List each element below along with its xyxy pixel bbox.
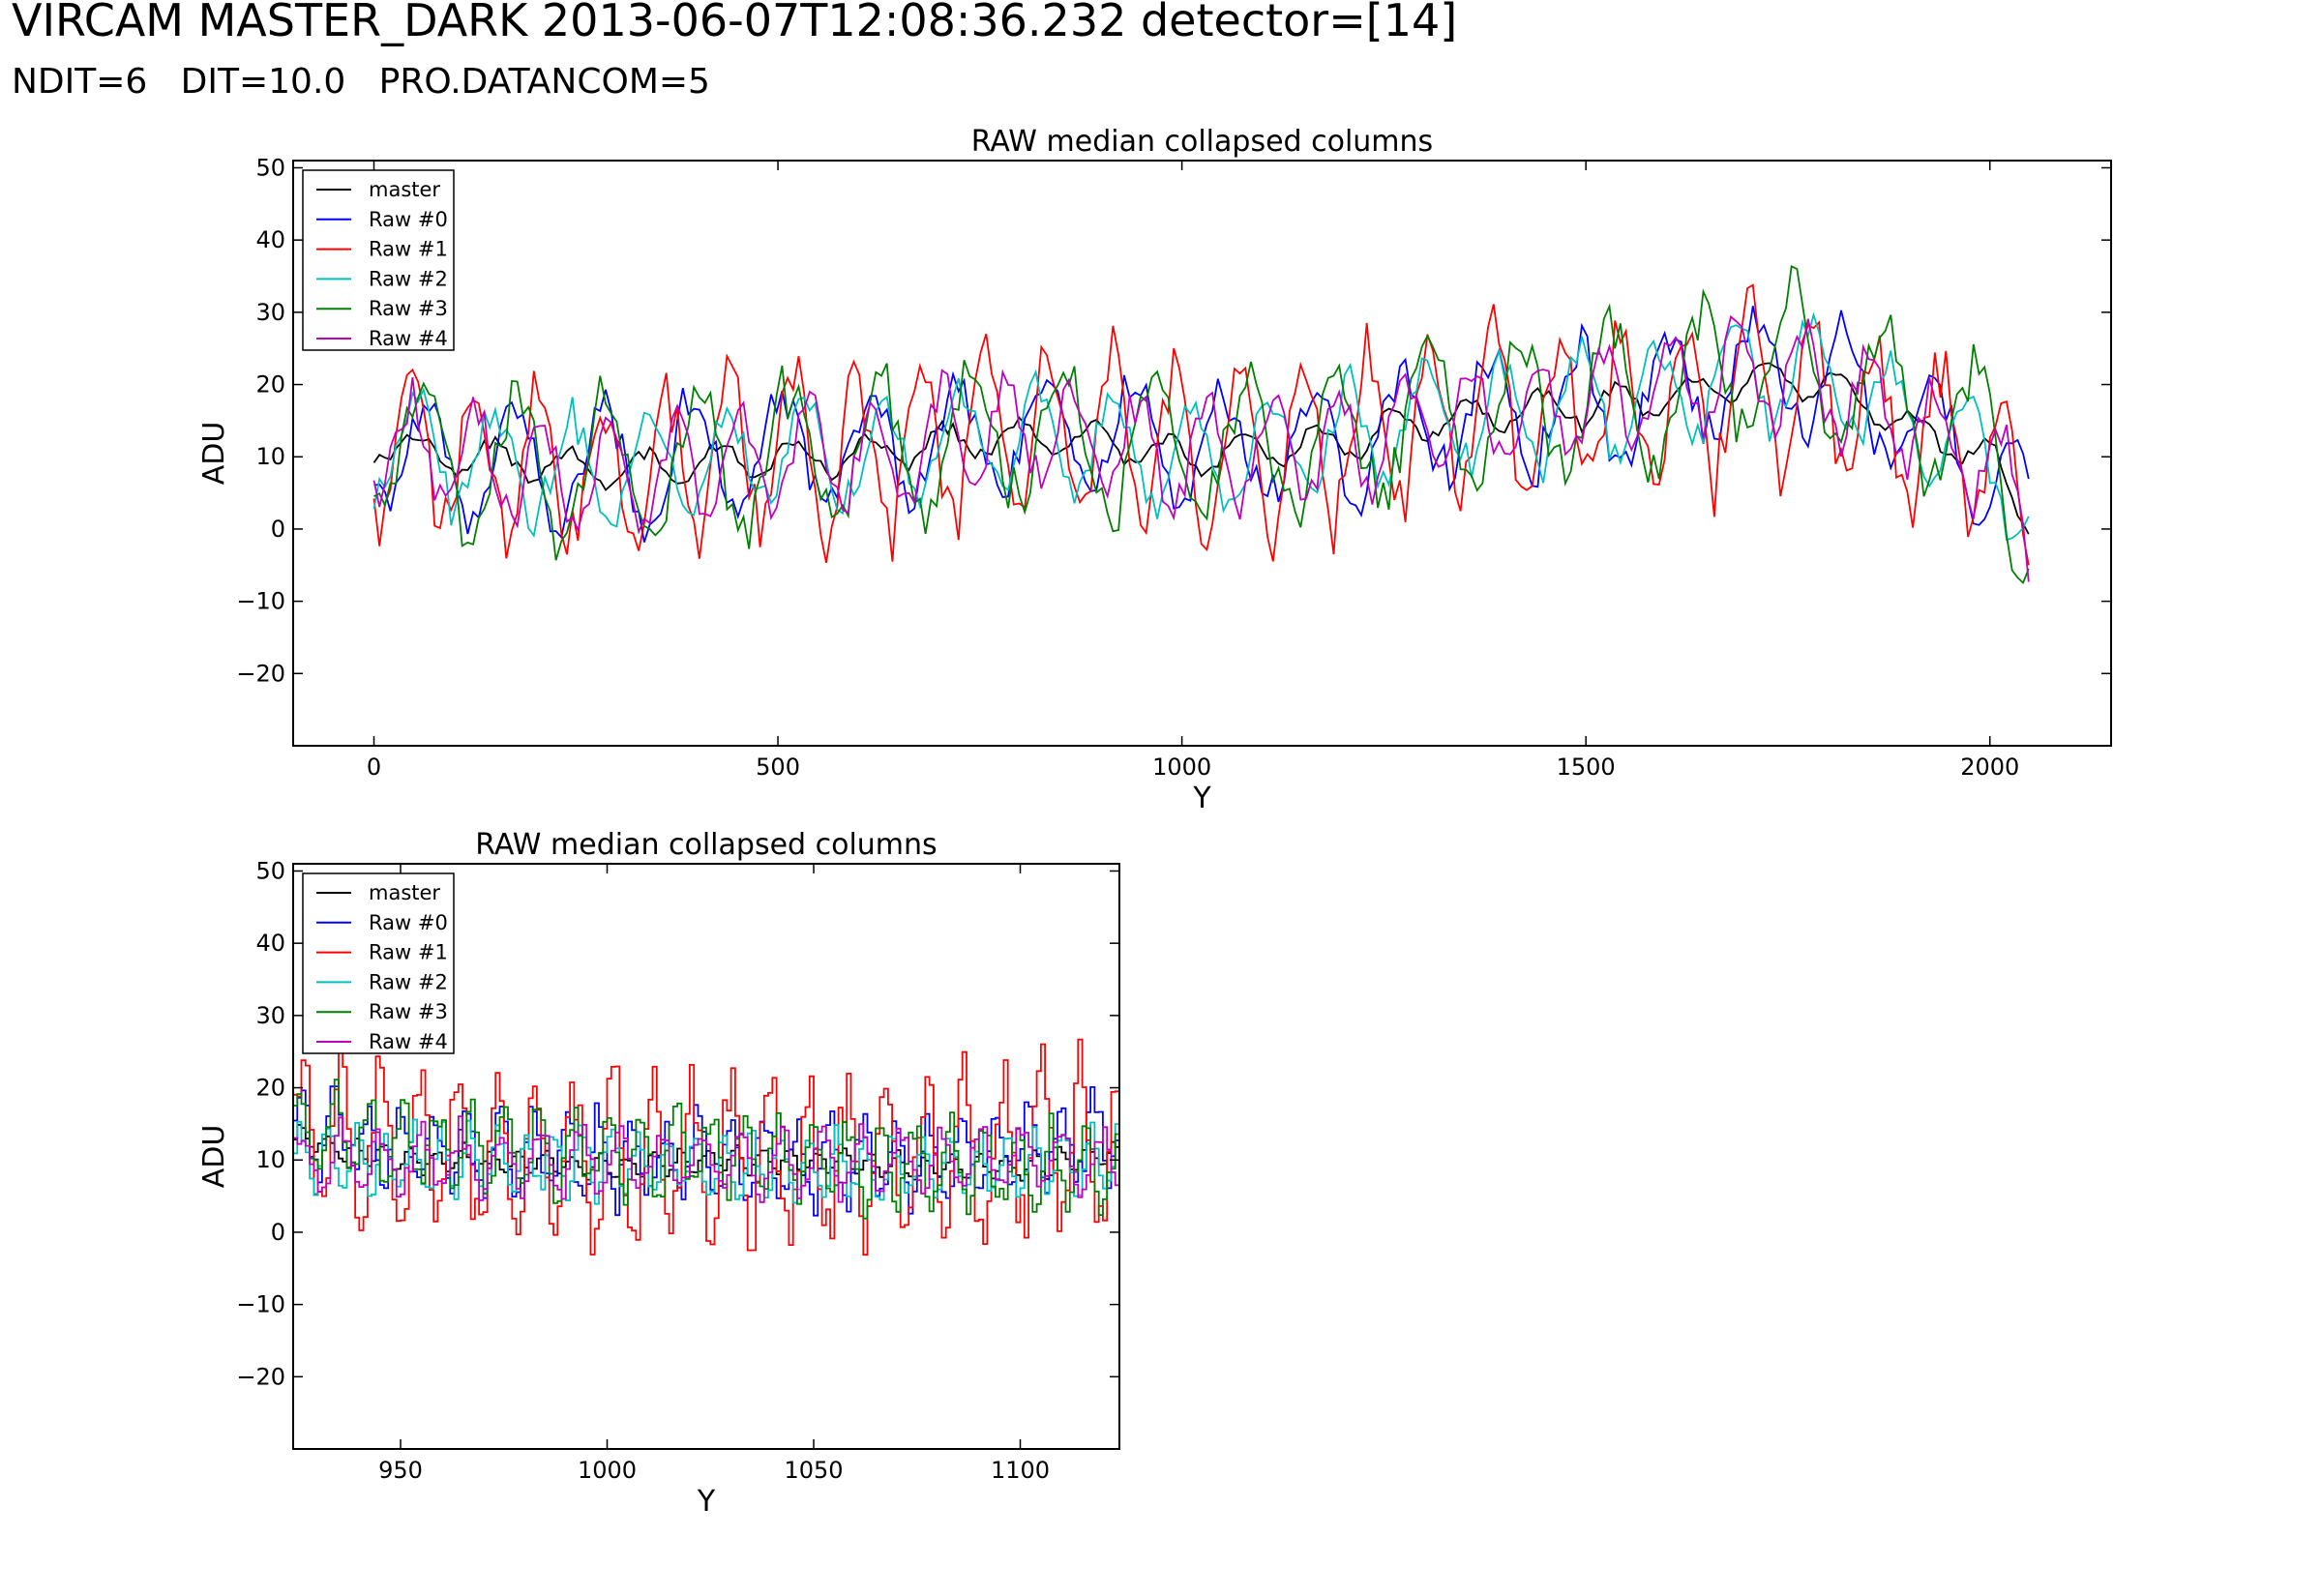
series-line-raw-0: [373, 306, 2030, 543]
series-line-raw-4: [293, 1115, 1119, 1203]
y-tick-label: 0: [271, 1219, 285, 1246]
x-tick-label: 500: [756, 754, 800, 781]
plot-area: [372, 264, 2030, 585]
page-subtitle: NDIT=6 DIT=10.0 PRO.DATANCOM=5: [12, 62, 710, 102]
y-tick-label: −10: [236, 1291, 285, 1318]
series-line-raw-4: [372, 314, 2030, 582]
legend-box: [302, 872, 455, 1054]
axes-frame: [292, 863, 1120, 1450]
series-line-raw-1: [372, 283, 2030, 566]
y-tick-label: −20: [236, 660, 285, 687]
y-tick-label: 50: [255, 857, 285, 884]
legend-label-raw-1: Raw #1: [369, 238, 448, 261]
legend: master Raw #0 Raw #1 Raw #2 Raw #3 Raw #4: [302, 169, 455, 351]
legend-label-raw-3: Raw #3: [369, 297, 448, 320]
panel-title: RAW median collapsed columns: [971, 125, 1433, 159]
x-tick-label: 1100: [991, 1457, 1050, 1484]
panel-title: RAW median collapsed columns: [475, 828, 937, 862]
legend-label-master: master: [369, 881, 440, 904]
legend-label-raw-4: Raw #4: [369, 1030, 448, 1053]
axes-frame: [292, 160, 2112, 747]
y-tick-label: 0: [271, 516, 285, 543]
series-line-master: [372, 362, 2030, 535]
plot-area: [293, 1032, 1119, 1256]
series-line-raw-0: [293, 1085, 1119, 1217]
legend-label-raw-4: Raw #4: [369, 327, 448, 350]
page-title: VIRCAM MASTER_DARK 2013-06-07T12:08:36.2…: [12, 0, 1458, 46]
x-axis-label: Y: [697, 1485, 716, 1519]
y-tick-label: 20: [255, 371, 285, 399]
y-tick-label: 10: [255, 1146, 285, 1173]
x-tick-label: 1000: [1152, 754, 1211, 781]
x-axis-label: Y: [1192, 782, 1211, 815]
x-tick-label: 1000: [578, 1457, 637, 1484]
x-tick-label: 1500: [1557, 754, 1616, 781]
full-range-panel: 0 500 1000 1500 2000 −20 −10 0 10 20 30 40 50 RAW med…: [197, 125, 2112, 815]
y-tick-label: 50: [255, 154, 285, 181]
y-tick-label: −20: [236, 1363, 285, 1390]
zoom-panel: 950 1000 1050 1100 −20 −10 0 10 20 30 40 50 RAW medi…: [197, 828, 1120, 1519]
series-line-raw-2: [293, 1118, 1119, 1205]
y-tick-label: 30: [255, 299, 285, 326]
y-tick-label: 30: [255, 1002, 285, 1029]
series-line-raw-3: [373, 264, 2030, 585]
series-line-raw-2: [372, 311, 2030, 542]
legend-label-master: master: [369, 178, 440, 201]
series-line-raw-3: [293, 1079, 1119, 1220]
y-tick-label: 40: [255, 930, 285, 957]
y-tick-label: 20: [255, 1075, 285, 1102]
legend-label-raw-0: Raw #0: [369, 208, 448, 231]
x-tick-label: 0: [367, 754, 381, 781]
legend-label-raw-3: Raw #3: [369, 1000, 448, 1023]
x-tick-label: 950: [378, 1457, 423, 1484]
y-axis-label: ADU: [197, 422, 231, 486]
y-tick-label: −10: [236, 588, 285, 615]
x-tick-label: 1050: [784, 1457, 843, 1484]
y-axis-label: ADU: [197, 1125, 231, 1189]
legend-label-raw-0: Raw #0: [369, 911, 448, 934]
legend-label-raw-1: Raw #1: [369, 941, 448, 964]
legend-label-raw-2: Raw #2: [369, 970, 448, 993]
legend: master Raw #0 Raw #1 Raw #2 Raw #3 Raw #4: [302, 872, 455, 1054]
series-line-raw-1: [293, 1032, 1119, 1256]
x-tick-label: 2000: [1960, 754, 2019, 781]
y-tick-label: 10: [255, 443, 285, 470]
legend-label-raw-2: Raw #2: [369, 267, 448, 290]
y-tick-label: 40: [255, 226, 285, 253]
legend-box: [302, 169, 455, 351]
